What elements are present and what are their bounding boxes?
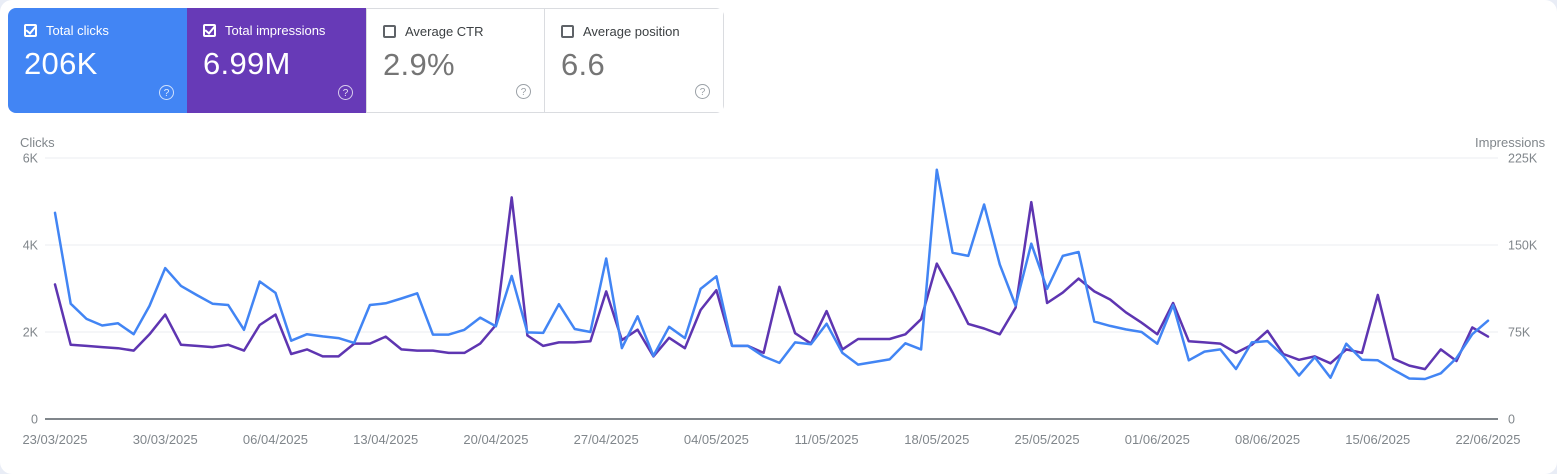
average-position-value: 6.6 xyxy=(561,47,605,82)
help-icon[interactable]: ? xyxy=(338,85,353,100)
total-clicks-checkbox[interactable] xyxy=(24,24,37,37)
x-axis-date-label: 11/05/2025 xyxy=(795,432,859,447)
left-axis-tick: 0 xyxy=(31,413,38,427)
x-axis-date-label: 13/04/2025 xyxy=(353,432,418,447)
x-axis-date-label: 04/05/2025 xyxy=(684,432,749,447)
total-clicks-label: Total clicks xyxy=(46,23,109,38)
card-total-impressions[interactable]: Total impressions 6.99M ? xyxy=(187,8,366,113)
right-axis-tick: 225K xyxy=(1508,152,1538,166)
x-axis-date-label: 01/06/2025 xyxy=(1125,432,1190,447)
x-axis-date-label: 25/05/2025 xyxy=(1015,432,1080,447)
x-axis-date-label: 18/05/2025 xyxy=(904,432,969,447)
total-impressions-label: Total impressions xyxy=(225,23,326,38)
x-axis-date-label: 22/06/2025 xyxy=(1455,432,1520,447)
average-position-checkbox[interactable] xyxy=(561,25,574,38)
help-icon[interactable]: ? xyxy=(516,84,531,99)
x-axis-date-label: 20/04/2025 xyxy=(463,432,528,447)
x-axis-date-label: 06/04/2025 xyxy=(243,432,308,447)
x-axis-date-label: 15/06/2025 xyxy=(1345,432,1410,447)
x-axis-date-label: 23/03/2025 xyxy=(22,432,87,447)
card-average-ctr[interactable]: Average CTR 2.9% ? xyxy=(366,8,545,113)
total-impressions-checkbox[interactable] xyxy=(203,24,216,37)
x-axis-date-label: 08/06/2025 xyxy=(1235,432,1300,447)
right-axis-title: Impressions xyxy=(1475,135,1546,150)
x-axis-date-label: 27/04/2025 xyxy=(574,432,639,447)
card-total-clicks[interactable]: Total clicks 206K ? xyxy=(8,8,187,113)
total-impressions-value: 6.99M xyxy=(203,46,291,81)
left-axis-tick: 6K xyxy=(23,152,39,166)
average-position-label: Average position xyxy=(583,24,680,39)
clicks-line[interactable] xyxy=(53,168,1490,381)
total-clicks-value: 206K xyxy=(24,46,98,81)
right-axis-tick: 75K xyxy=(1508,326,1531,340)
average-ctr-label: Average CTR xyxy=(405,24,484,39)
metric-cards: Total clicks 206K ? Total impressions 6.… xyxy=(8,8,724,113)
help-icon[interactable]: ? xyxy=(695,84,710,99)
average-ctr-value: 2.9% xyxy=(383,47,455,82)
left-axis-tick: 2K xyxy=(23,326,39,340)
x-axis-date-label: 30/03/2025 xyxy=(133,432,198,447)
left-axis-tick: 4K xyxy=(23,239,39,253)
help-icon[interactable]: ? xyxy=(159,85,174,100)
average-ctr-checkbox[interactable] xyxy=(383,25,396,38)
card-average-position[interactable]: Average position 6.6 ? xyxy=(545,8,724,113)
impressions-line[interactable] xyxy=(53,196,1490,371)
right-axis-tick: 0 xyxy=(1508,413,1515,427)
left-axis-title: Clicks xyxy=(20,135,55,150)
right-axis-tick: 150K xyxy=(1508,239,1538,253)
